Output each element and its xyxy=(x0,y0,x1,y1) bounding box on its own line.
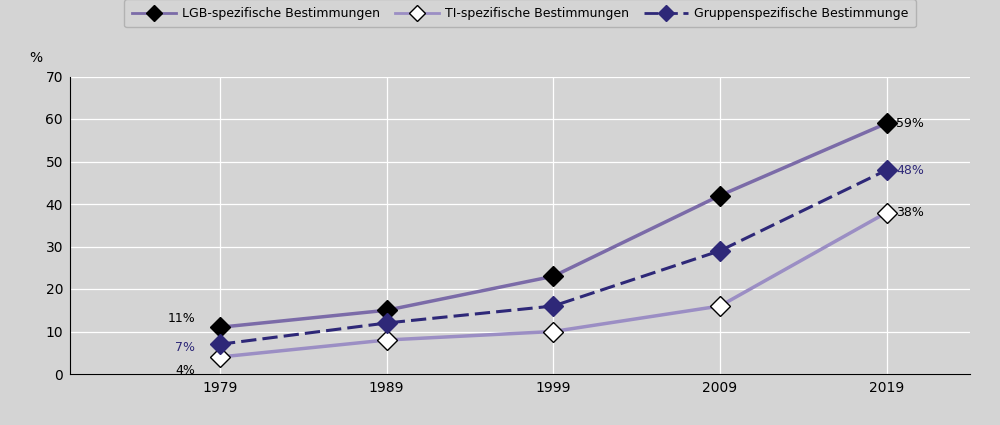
Text: 59%: 59% xyxy=(896,117,924,130)
Legend: LGB-spezifische Bestimmungen, TI-spezifische Bestimmungen, Gruppenspezifische Be: LGB-spezifische Bestimmungen, TI-spezifi… xyxy=(124,0,916,28)
Text: 4%: 4% xyxy=(175,364,195,377)
Text: 7%: 7% xyxy=(175,340,195,354)
Text: 11%: 11% xyxy=(167,312,195,326)
Text: 48%: 48% xyxy=(896,164,924,176)
Text: %: % xyxy=(30,51,43,65)
Text: 38%: 38% xyxy=(896,206,924,219)
